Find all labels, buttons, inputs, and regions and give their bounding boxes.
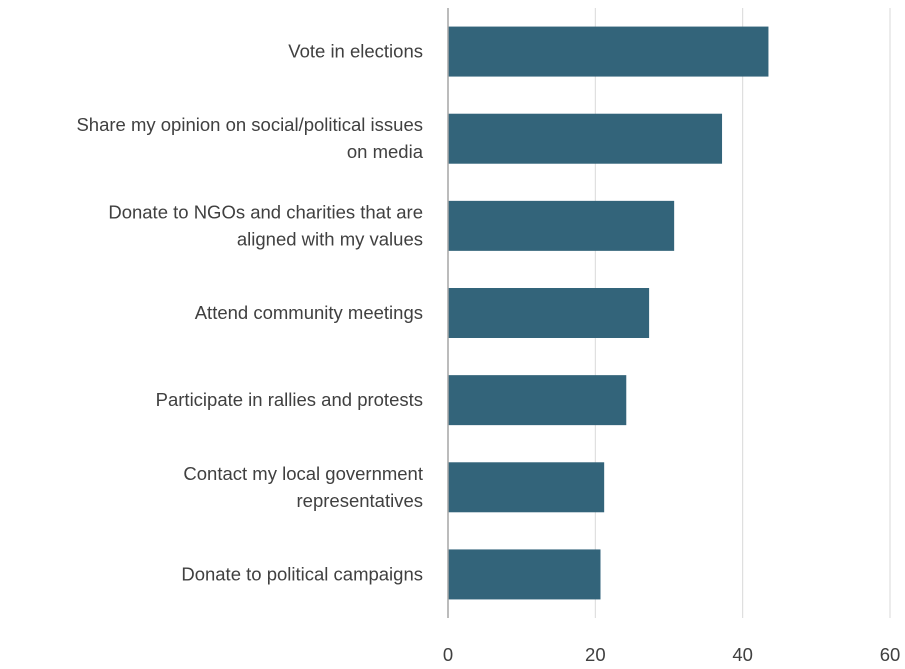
category-label: Participate in rallies and protests [156, 389, 423, 410]
category-label: Attend community meetings [195, 302, 423, 323]
bar [448, 26, 769, 77]
x-tick-label: 0 [443, 644, 453, 664]
category-label: Donate to NGOs and charities that are [108, 201, 423, 222]
x-tick-label: 60 [880, 644, 901, 664]
category-label: aligned with my values [237, 228, 423, 249]
value-axis-ticks: 0 20 40 60 [443, 644, 901, 665]
bar [448, 200, 675, 251]
x-tick-label: 20 [585, 644, 606, 664]
category-labels: Vote in elections Share my opinion on soc… [76, 41, 423, 585]
bars [448, 26, 769, 600]
category-label: on media [347, 141, 424, 162]
bar [448, 375, 627, 426]
category-label: representatives [297, 490, 423, 511]
bar [448, 288, 650, 338]
category-label: Vote in elections [288, 41, 423, 62]
bar [448, 113, 723, 164]
bar [448, 462, 605, 513]
category-label: Donate to political campaigns [181, 563, 423, 584]
bar [448, 549, 601, 600]
category-label: Contact my local government [183, 463, 423, 484]
x-tick-label: 40 [732, 644, 753, 664]
category-label: Share my opinion on social/political iss… [76, 114, 423, 135]
